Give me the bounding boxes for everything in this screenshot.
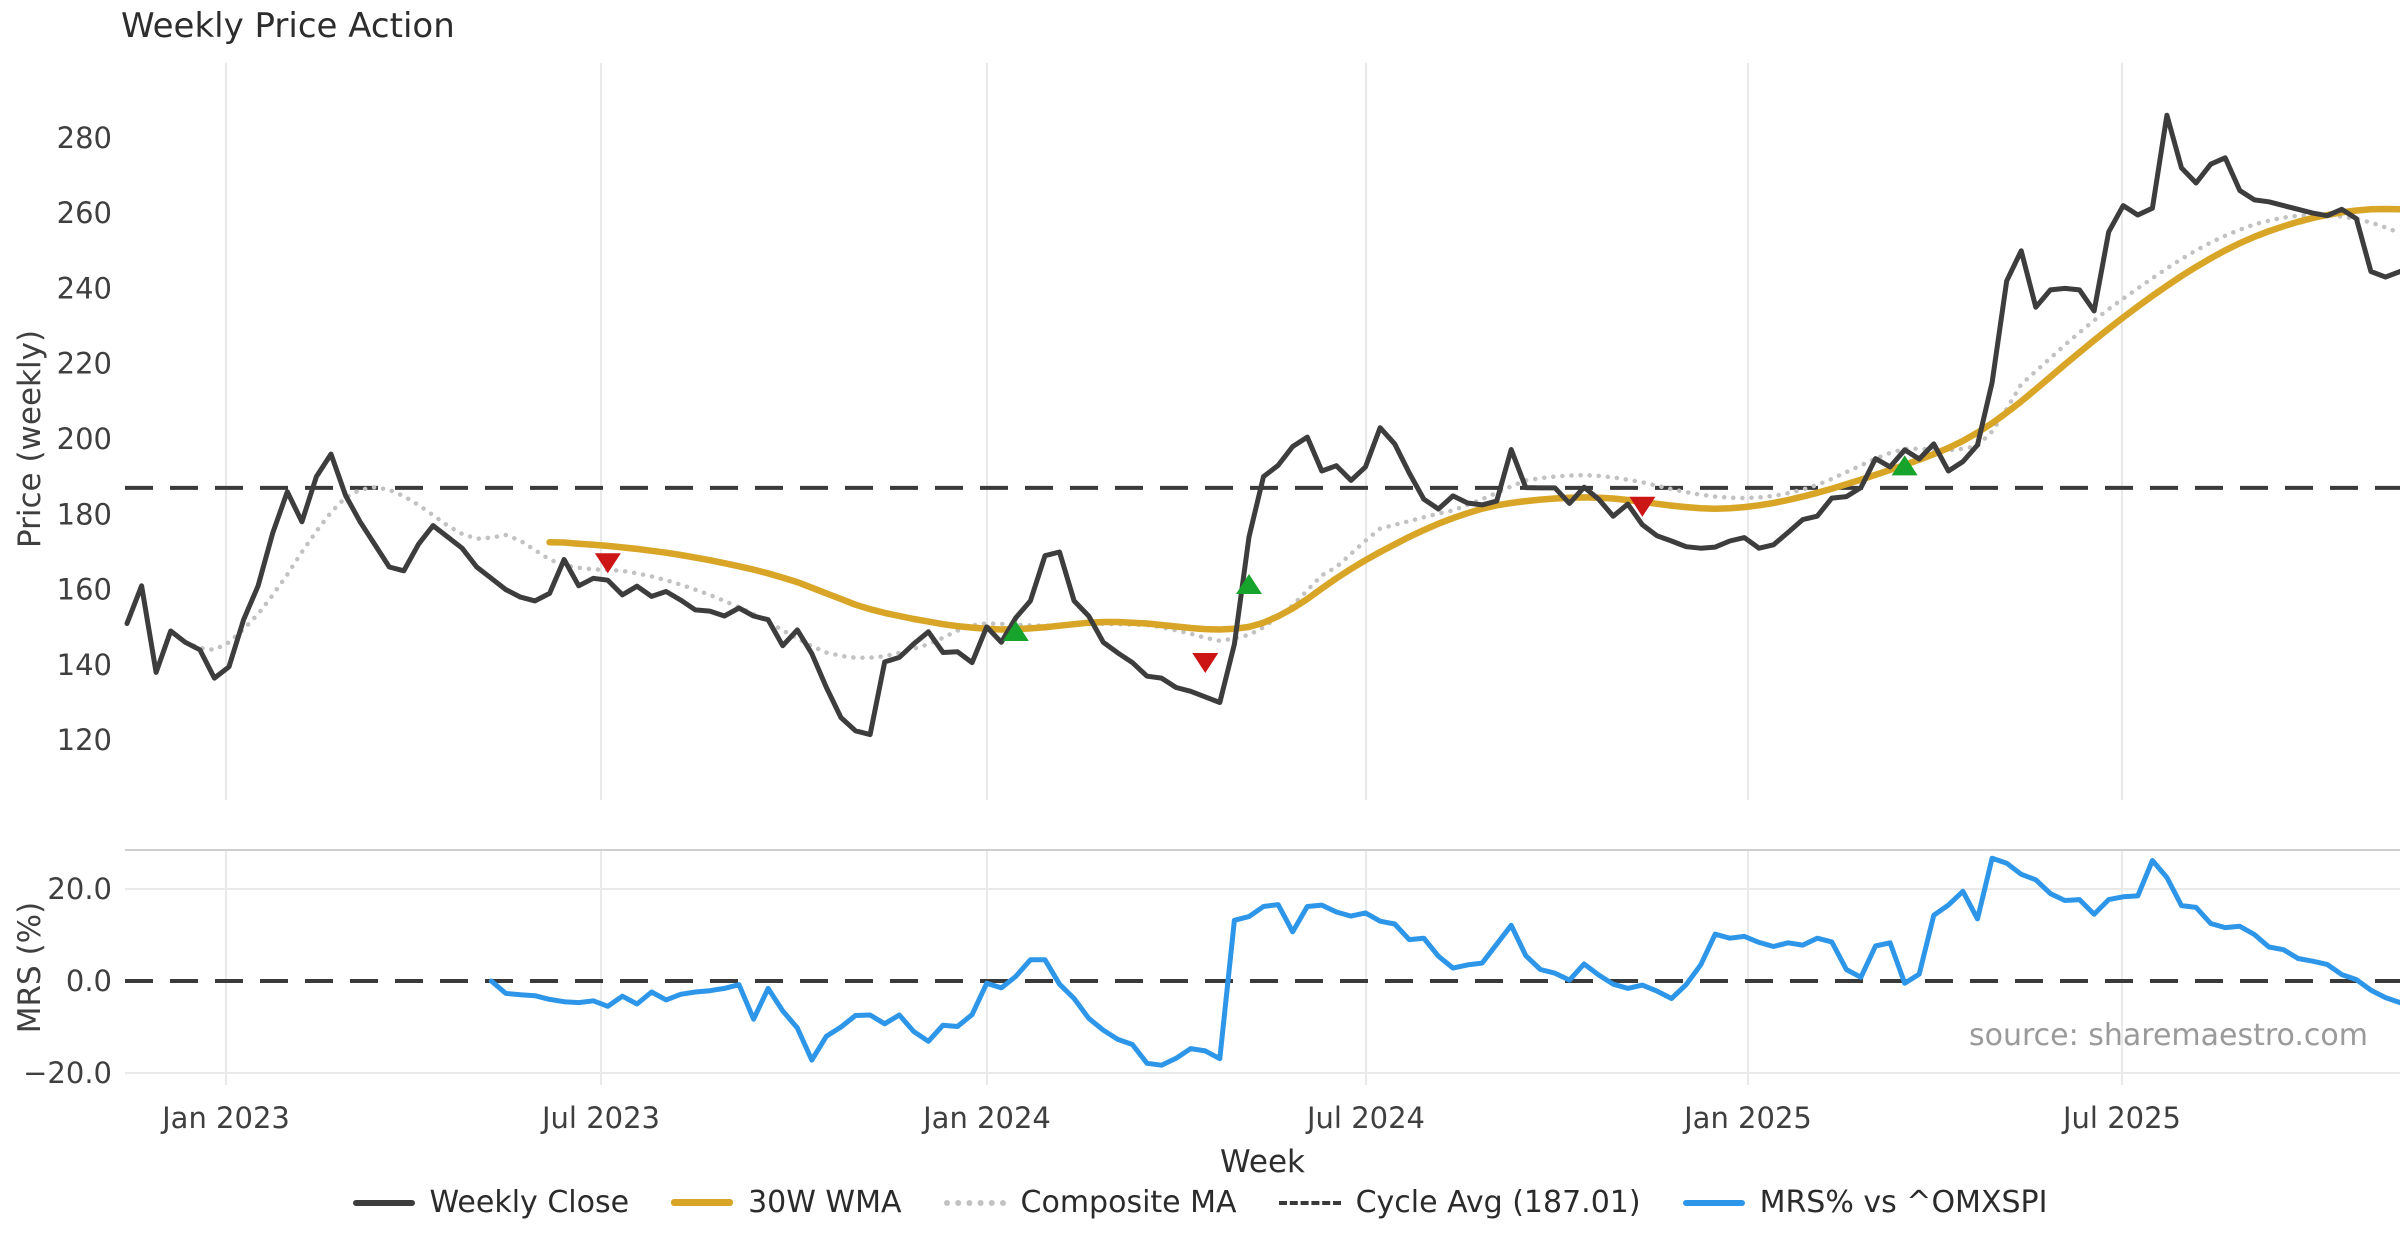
chart-legend: Weekly Close 30W WMA Composite MA Cycle … bbox=[0, 1185, 2400, 1220]
legend-label: MRS% vs ^OMXSPI bbox=[1759, 1185, 2048, 1220]
buy-signal-triangle-icon bbox=[1235, 573, 1262, 594]
wma-line-swatch-icon bbox=[671, 1199, 734, 1206]
legend-label: Cycle Avg (187.01) bbox=[1355, 1185, 1641, 1220]
y-axis-tick-label-top: 120 bbox=[57, 723, 112, 757]
sell-signal-triangle-icon bbox=[594, 553, 621, 574]
y-axis-tick-label-top: 260 bbox=[57, 196, 112, 230]
source-attribution: source: sharemaestro.com bbox=[1969, 1018, 2368, 1053]
legend-label: Composite MA bbox=[1020, 1185, 1237, 1220]
legend-label: Weekly Close bbox=[429, 1185, 630, 1220]
y-axis-tick-label-top: 160 bbox=[57, 573, 112, 607]
weekly-close-line bbox=[124, 112, 2400, 738]
legend-item-mrs: MRS% vs ^OMXSPI bbox=[1682, 1185, 2048, 1220]
composite-ma-swatch-icon bbox=[943, 1199, 1006, 1206]
x-axis-tick-label: Jul 2023 bbox=[540, 1101, 660, 1135]
cycle-avg-swatch-icon bbox=[1278, 1200, 1341, 1205]
y-axis-tick-label-bottom: −20.0 bbox=[23, 1056, 112, 1090]
legend-item-cycle-avg: Cycle Avg (187.01) bbox=[1278, 1185, 1641, 1220]
legend-item-composite-ma: Composite MA bbox=[943, 1185, 1237, 1220]
y-axis-tick-label-top: 220 bbox=[57, 347, 112, 381]
y-axis-title-bottom: MRS (%) bbox=[12, 902, 48, 1033]
y-axis-tick-label-bottom: 20.0 bbox=[47, 872, 112, 906]
mrs-line bbox=[488, 855, 2400, 1068]
x-axis-tick-label: Jul 2025 bbox=[2061, 1101, 2181, 1135]
wma-30w-line bbox=[546, 205, 2400, 633]
sell-signal-triangle-icon bbox=[1192, 653, 1219, 674]
chart-title: Weekly Price Action bbox=[121, 6, 455, 46]
legend-item-30w-wma: 30W WMA bbox=[671, 1185, 902, 1220]
buy-signal-triangle-icon bbox=[1002, 621, 1029, 642]
y-axis-tick-label-top: 280 bbox=[57, 121, 112, 155]
y-axis-title-top: Price (weekly) bbox=[12, 330, 48, 548]
composite-ma-line bbox=[183, 212, 2400, 660]
weekly-close-line-swatch-icon bbox=[352, 1199, 415, 1206]
sell-signal-triangle-icon bbox=[1629, 496, 1656, 517]
x-axis-tick-label: Jan 2023 bbox=[160, 1101, 290, 1135]
legend-label: 30W WMA bbox=[748, 1185, 902, 1220]
x-axis-title: Week bbox=[1220, 1144, 1305, 1180]
y-axis-tick-label-top: 140 bbox=[57, 648, 112, 682]
legend-item-weekly-close: Weekly Close bbox=[352, 1185, 630, 1220]
y-axis-tick-label-top: 200 bbox=[57, 422, 112, 456]
x-axis-tick-label: Jan 2025 bbox=[1682, 1101, 1812, 1135]
y-axis-tick-label-top: 240 bbox=[57, 271, 112, 305]
x-axis-tick-label: Jan 2024 bbox=[921, 1101, 1051, 1135]
y-axis-tick-label-bottom: 0.0 bbox=[66, 964, 112, 998]
mrs-line-swatch-icon bbox=[1682, 1199, 1745, 1206]
y-axis-tick-label-top: 180 bbox=[57, 497, 112, 531]
x-axis-tick-label: Jul 2024 bbox=[1305, 1101, 1425, 1135]
buy-signal-triangle-icon bbox=[1891, 455, 1918, 476]
